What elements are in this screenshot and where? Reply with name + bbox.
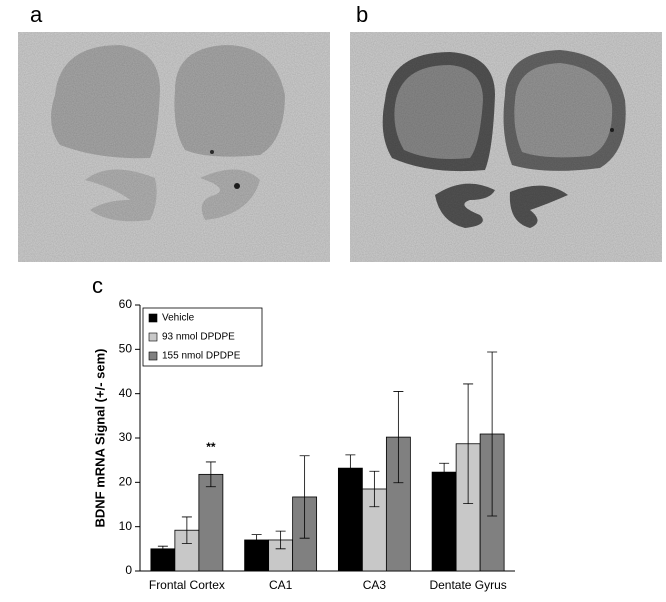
error-bar: [439, 462, 450, 482]
panel-label: a: [30, 2, 43, 27]
error-bar: [345, 454, 356, 482]
y-tick-label: 0: [125, 563, 132, 577]
bar: [337, 467, 363, 572]
legend-swatch: [148, 313, 158, 323]
x-tick-label: CA1: [269, 578, 293, 592]
x-tick-label: CA3: [363, 578, 387, 592]
y-axis-label: BDNF mRNA Signal (+/- sem): [92, 348, 107, 527]
legend-label: 93 nmol DPDPE: [162, 332, 235, 343]
autoradiograph-b: [350, 32, 662, 262]
legend-label: 155 nmol DPDPE: [162, 351, 241, 362]
error-bar: [181, 516, 192, 544]
error-bar: [205, 461, 216, 488]
legend-label: Vehicle: [162, 313, 195, 324]
error-bar: [251, 534, 262, 546]
error-bar: [299, 455, 310, 539]
x-tick-label: Frontal Cortex: [149, 578, 225, 592]
error-bar: [393, 391, 404, 484]
legend-swatch: [148, 332, 158, 342]
bar: [198, 473, 224, 572]
y-tick-label: 20: [119, 475, 133, 489]
panel-label: c: [92, 273, 103, 298]
error-bar: [275, 530, 286, 550]
error-bar: [369, 470, 380, 508]
error-bar: [463, 383, 474, 505]
y-tick-label: 30: [119, 430, 133, 444]
x-tick-label: Dentate Gyrus: [429, 578, 506, 592]
panel-label: b: [356, 2, 368, 27]
legend-swatch: [148, 351, 158, 361]
y-tick-label: 50: [119, 342, 133, 356]
annotation: **: [206, 440, 216, 454]
error-bar: [487, 351, 498, 517]
error-bar: [157, 545, 168, 552]
bar: [150, 548, 176, 572]
bar: [431, 471, 457, 572]
legend-box: [142, 307, 263, 367]
y-tick-label: 10: [119, 519, 133, 533]
y-tick-label: 40: [119, 386, 133, 400]
y-tick-label: 60: [119, 297, 133, 311]
autoradiograph-a: [18, 32, 330, 262]
